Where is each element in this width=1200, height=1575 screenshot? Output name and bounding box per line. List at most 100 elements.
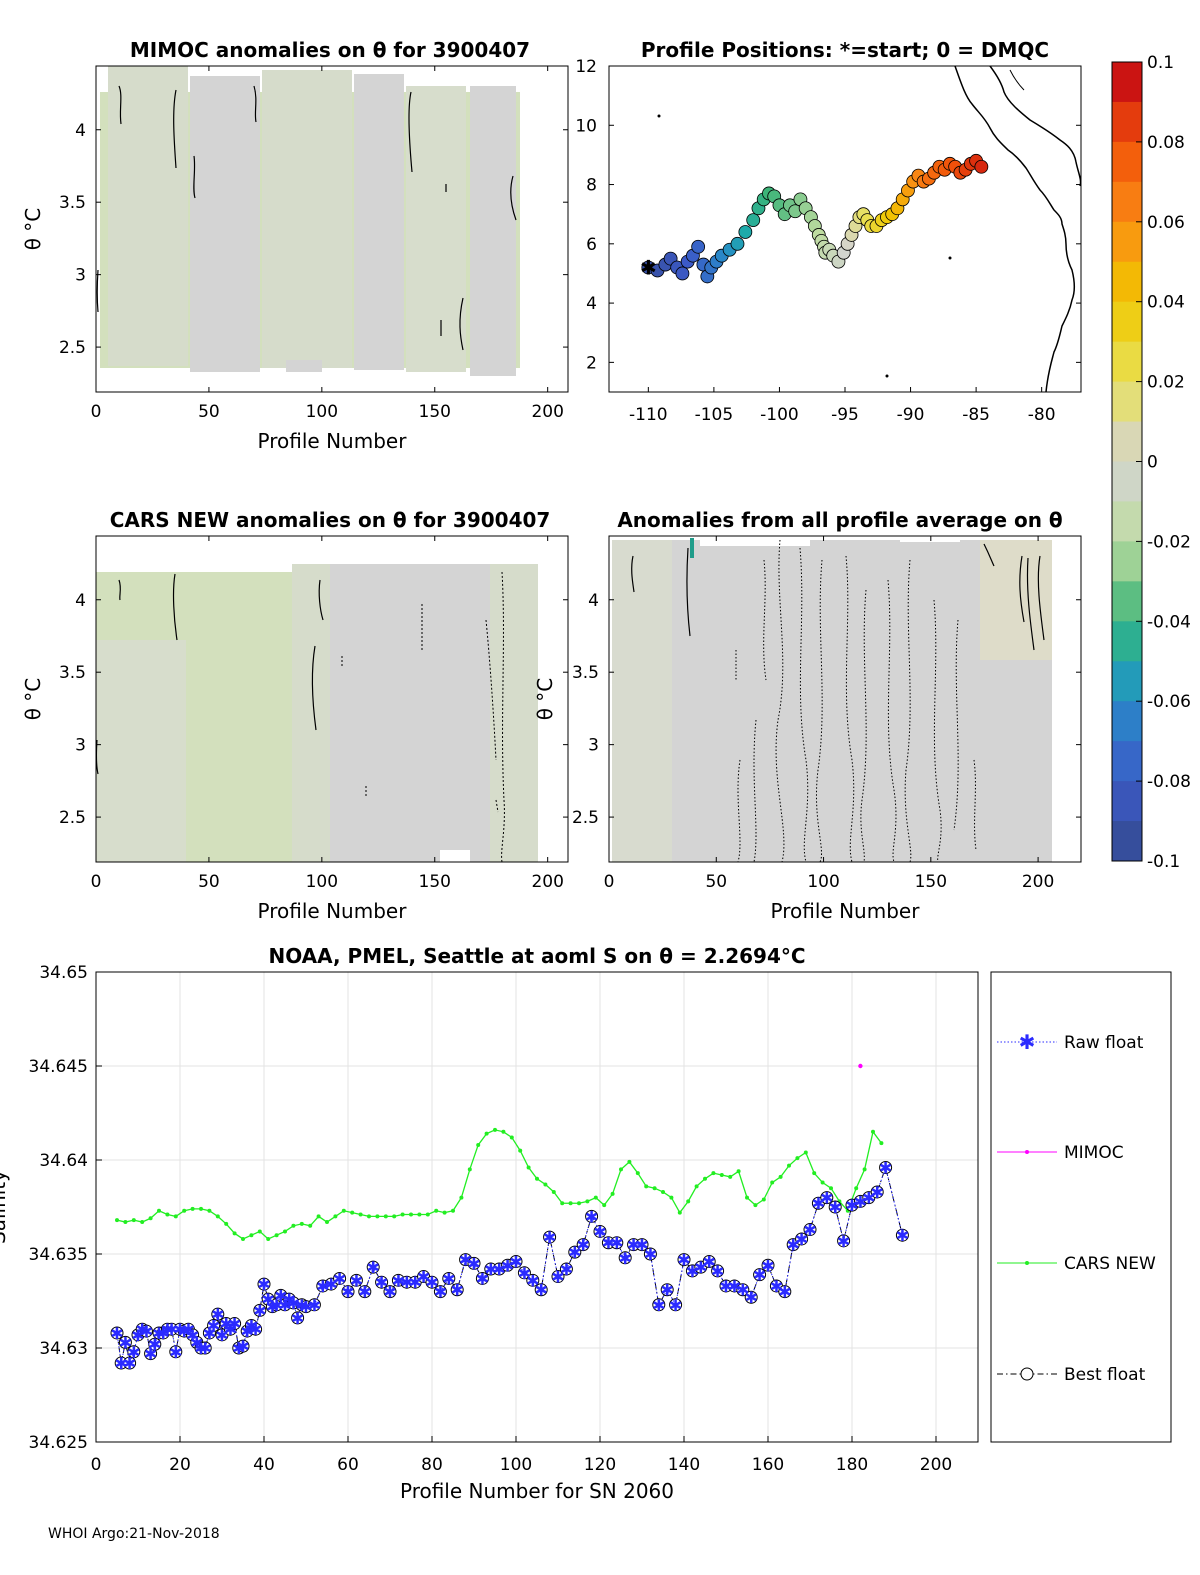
cars-new-point [199,1206,203,1211]
raw-float-point: ✱ [257,1275,270,1294]
salinity-xtick-label: 120 [584,1455,616,1475]
raw-float-point: ✱ [165,1320,178,1339]
cars-new-point [627,1159,632,1164]
colorbar-band [1112,181,1142,223]
cars-new-point [400,1212,405,1217]
raw-float-point: ✱ [812,1194,825,1213]
legend-raw-label: Raw float [1064,1033,1144,1053]
best-float-point [568,1245,582,1259]
cars-new-point [207,1208,212,1213]
raw-float-point: ✱ [215,1326,228,1345]
cars-new-point [543,1182,548,1187]
legend-mimoc-label: MIMOC [1064,1143,1124,1163]
colorbar-band [1112,541,1142,582]
raw-float-point: ✱ [119,1333,132,1352]
colorbar-ticks: 0.1 0.08 0.06 0.04 0.02 0 -0.02 -0.04 -0.06 -0.08… [1136,53,1191,872]
allavg-field [612,536,1052,862]
allavg-xticks: 0 50 100 150 200 [604,536,1054,892]
colorbar-band [1112,621,1142,662]
raw-float-point: ✱ [442,1269,455,1288]
cars-new-point [669,1195,674,1200]
salinity-series: ✱✱✱✱✱✱✱✱✱✱✱✱✱✱✱✱✱✱✱✱✱✱✱✱✱✱✱✱✱✱✱✱✱✱✱✱✱✱✱✱… [110,1063,909,1373]
salinity-xtick-label: 0 [91,1455,102,1475]
salinity-xtick-label: 200 [920,1455,952,1475]
raw-float-point: ✱ [408,1273,421,1292]
raw-float-point: ✱ [450,1281,463,1300]
cars-new-point [266,1236,271,1241]
best-float-point [736,1283,750,1297]
colorbar-tick-label: -0.06 [1147,692,1191,712]
colorbar-band [1112,62,1142,103]
cars-xtick-label: 0 [91,872,102,892]
cars-new-point [619,1167,623,1172]
cars-ytick-label: 3 [75,736,86,756]
cars-new-point [249,1233,254,1238]
cars-new-point [577,1201,581,1206]
best-float-point [333,1271,347,1285]
cars-new-point [190,1206,195,1211]
best-float-point [677,1253,691,1267]
cars-new-point [165,1212,170,1217]
mimoc-xtick-label: 150 [419,402,451,422]
raw-float-point: ✱ [820,1189,833,1208]
raw-float-point: ✱ [627,1236,640,1255]
cars-xlabel: Profile Number [258,899,408,923]
map-xtick-label: -85 [962,405,990,425]
raw-float-point: ✱ [677,1251,690,1270]
colorbar-tick-label: -0.04 [1147,612,1191,632]
raw-float-point: ✱ [828,1198,841,1217]
colorbar-band [1112,701,1142,742]
raw-float-point: ✱ [786,1236,799,1255]
colorbar-band [1112,381,1142,423]
mimoc-xtick-label: 200 [531,402,563,422]
raw-float-point: ✱ [123,1354,136,1373]
raw-float-point: ✱ [644,1245,657,1264]
cars-new-point [341,1208,346,1213]
cars-new-point [383,1214,388,1219]
raw-float-point: ✱ [803,1221,816,1240]
raw-float-point: ✱ [127,1343,140,1362]
raw-float-point: ✱ [114,1354,127,1373]
salinity-title: NOAA, PMEL, Seattle at aoml S on θ = 2.2… [268,944,805,968]
cars-new-point [820,1180,825,1185]
cars-new-point [467,1167,472,1172]
cars-new-point [526,1165,531,1170]
raw-float-point: ✱ [270,1296,283,1315]
cars-ytick-label: 4 [75,591,86,611]
raw-float-point: ✱ [652,1296,665,1315]
raw-float-point: ✱ [232,1339,245,1358]
cars-new-point [232,1231,237,1236]
cars-new-point [854,1186,859,1191]
cars-new-point [115,1218,119,1223]
colorbar-band [1112,301,1142,343]
best-float-point [198,1341,212,1355]
raw-float-point: ✱ [140,1322,153,1341]
raw-float-point: ✱ [761,1256,774,1275]
mimoc-title: MIMOC anomalies on θ for 3900407 [130,38,530,62]
mimoc-ytick-label: 2.5 [59,338,86,358]
colorbar-band [1112,341,1142,383]
cars-new-point [157,1208,161,1213]
raw-float-point: ✱ [736,1281,749,1300]
raw-float-point: ✱ [173,1320,186,1339]
raw-float-point: ✱ [266,1298,279,1317]
allavg-ytick-label: 3 [588,736,599,756]
legend-best-label: Best float [1064,1365,1146,1385]
best-float-point [358,1285,372,1299]
salinity-ytick-label: 34.635 [29,1245,88,1265]
raw-float-point: ✱ [135,1320,148,1339]
salinity-xtick-label: 180 [836,1455,868,1475]
cars-xtick-label: 100 [306,872,338,892]
cars-new-point [140,1220,145,1225]
legend-raw-marker: ✱ [1019,1030,1036,1054]
cars-new-point [493,1127,497,1132]
salinity-yticks: 34.65 34.645 34.64 34.635 34.63 34.625 [29,963,102,1453]
salinity-ytick-label: 34.625 [29,1433,88,1453]
cars-xtick-label: 150 [419,872,451,892]
cars-new-point [585,1199,590,1204]
raw-float-point: ✱ [190,1333,203,1352]
mimoc-ylabel: θ °C [21,208,45,251]
cars-new-point [291,1223,296,1228]
allavg-xtick-label: 0 [604,872,615,892]
colorbar-band [1112,141,1142,183]
